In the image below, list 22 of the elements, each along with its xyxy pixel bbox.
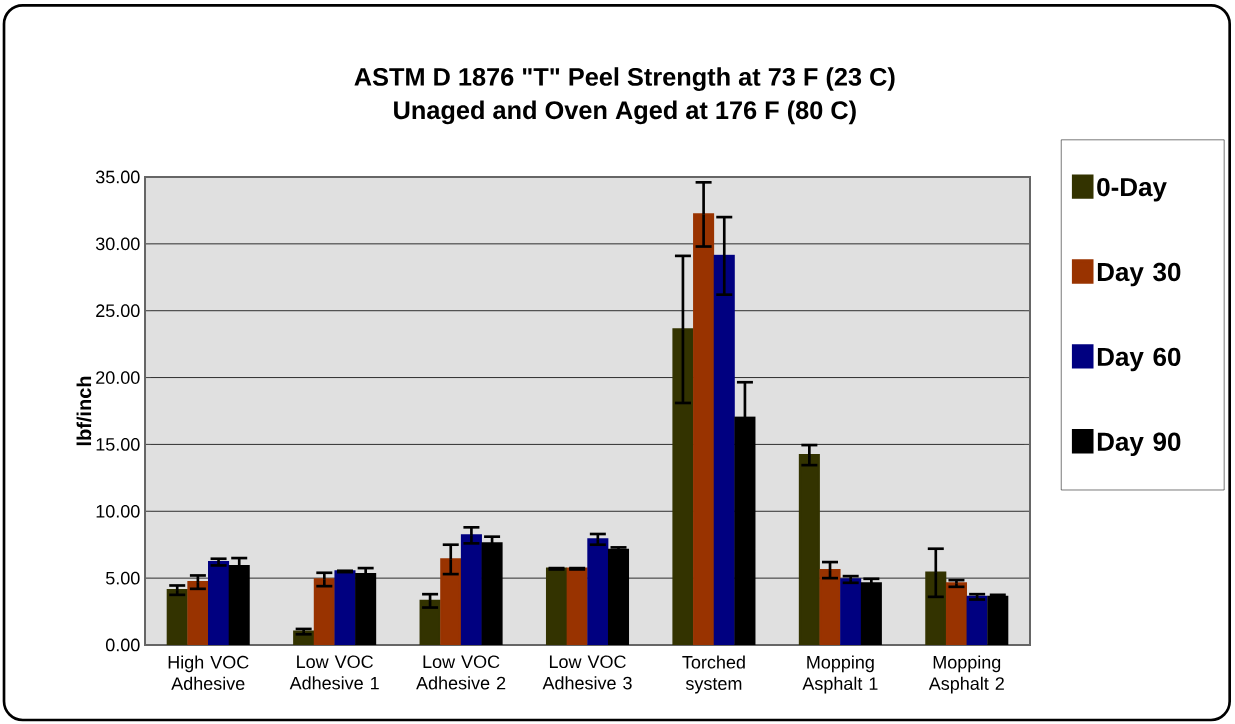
x-tick-label: Mopping Asphalt 1 (802, 655, 878, 694)
x-tick-label: Low VOC Adhesive 2 (416, 655, 506, 690)
y-tick-label: 25.00 (96, 304, 140, 318)
y-tick-label: 35.00 (95, 170, 140, 184)
y-tick-label: 5.00 (105, 571, 140, 585)
x-tick-label: High VOC Adhesive (168, 655, 249, 690)
x-tick-label: Low VOC Adhesive 1 (289, 655, 379, 690)
y-axis-title: lbf/inch (76, 376, 92, 446)
legend-label: 0-Day (1097, 177, 1167, 202)
legend-label: Day 60 (1097, 347, 1181, 372)
y-tick-label: 20.00 (96, 371, 140, 384)
legend-label: Day 30 (1097, 262, 1181, 287)
legend-label: Day 90 (1097, 432, 1181, 457)
chart-subtitle: Unaged and Oven Aged at 176 F (80 C) (394, 100, 856, 125)
y-tick-label: 0.00 (105, 638, 140, 652)
y-tick-label: 10.00 (96, 504, 140, 518)
x-tick-label: Low VOC Adhesive 3 (542, 655, 632, 690)
y-tick-label: 30.00 (95, 237, 140, 251)
chart-title: ASTM D 1876 "T" Peel Strength at 73 F (23 C) (354, 67, 895, 91)
y-tick-label: 15.00 (96, 438, 140, 451)
x-tick-label: Torched system (682, 655, 745, 694)
x-tick-label: Mopping Asphalt 2 (928, 655, 1004, 694)
